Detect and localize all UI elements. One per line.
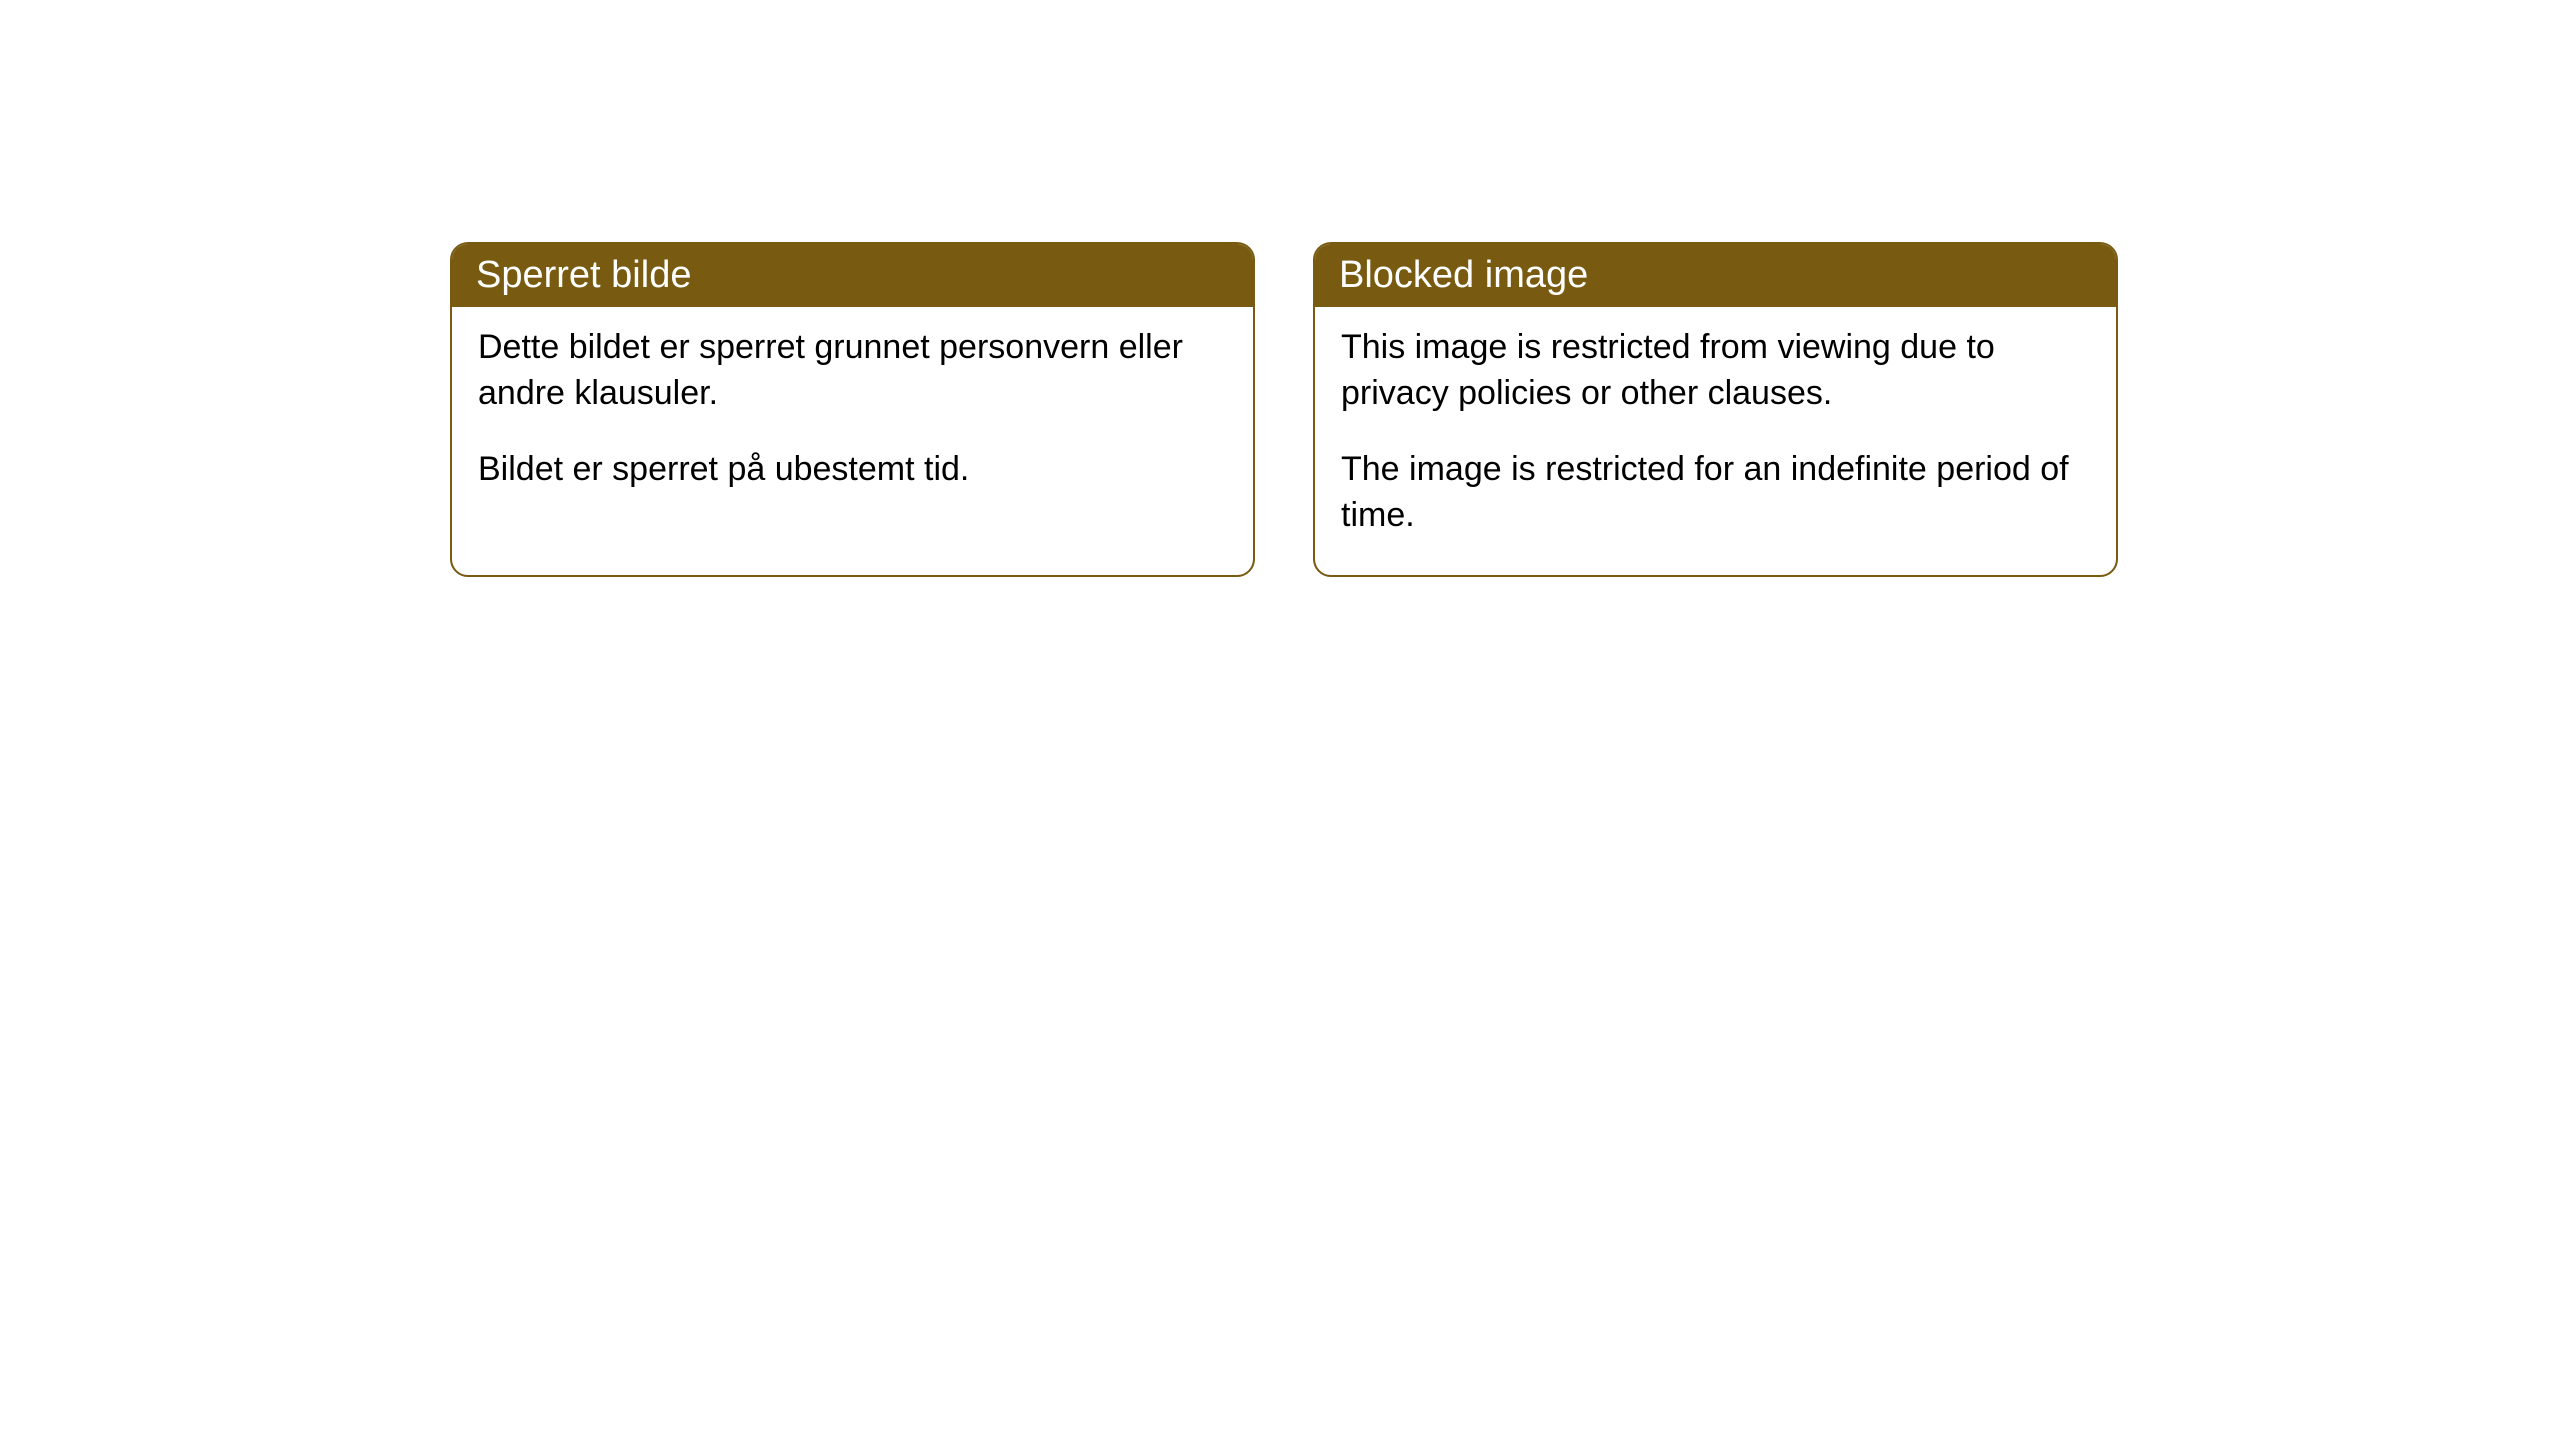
card-header: Sperret bilde [452, 244, 1253, 307]
card-header: Blocked image [1315, 244, 2116, 307]
card-paragraph: Bildet er sperret på ubestemt tid. [478, 447, 1227, 493]
card-paragraph: This image is restricted from viewing du… [1341, 325, 2090, 417]
notice-card-english: Blocked image This image is restricted f… [1313, 242, 2118, 577]
notice-cards-container: Sperret bilde Dette bildet er sperret gr… [450, 242, 2118, 577]
card-body: Dette bildet er sperret grunnet personve… [452, 307, 1253, 529]
card-paragraph: Dette bildet er sperret grunnet personve… [478, 325, 1227, 417]
notice-card-norwegian: Sperret bilde Dette bildet er sperret gr… [450, 242, 1255, 577]
card-body: This image is restricted from viewing du… [1315, 307, 2116, 575]
card-paragraph: The image is restricted for an indefinit… [1341, 447, 2090, 539]
